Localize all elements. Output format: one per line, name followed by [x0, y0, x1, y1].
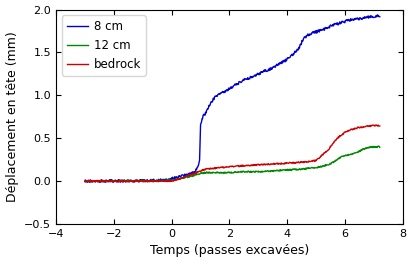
- bedrock: [377, 124, 382, 128]
- 12 cm: [159, 179, 164, 182]
- 8 cm: [135, 179, 140, 182]
- Line: bedrock: bedrock: [85, 125, 380, 182]
- bedrock: [305, 160, 310, 164]
- 8 cm: [280, 60, 285, 63]
- 12 cm: [376, 145, 381, 148]
- X-axis label: Temps (passes excavées): Temps (passes excavées): [150, 244, 309, 257]
- 8 cm: [87, 181, 92, 184]
- bedrock: [159, 179, 164, 182]
- 8 cm: [375, 13, 380, 17]
- 8 cm: [305, 34, 310, 37]
- Legend: 8 cm, 12 cm, bedrock: 8 cm, 12 cm, bedrock: [62, 16, 146, 76]
- 8 cm: [159, 179, 164, 183]
- 8 cm: [82, 180, 87, 183]
- 12 cm: [87, 180, 92, 183]
- Line: 8 cm: 8 cm: [85, 15, 380, 182]
- 12 cm: [377, 146, 382, 149]
- 12 cm: [82, 180, 87, 183]
- 12 cm: [257, 170, 262, 173]
- 12 cm: [305, 166, 310, 170]
- 8 cm: [377, 15, 382, 18]
- Line: 12 cm: 12 cm: [85, 146, 380, 182]
- bedrock: [135, 179, 140, 182]
- bedrock: [257, 164, 262, 167]
- bedrock: [370, 123, 375, 127]
- 8 cm: [216, 92, 221, 95]
- 12 cm: [135, 179, 140, 182]
- Y-axis label: Déplacement en tête (mm): Déplacement en tête (mm): [5, 31, 19, 202]
- 8 cm: [257, 73, 262, 76]
- bedrock: [280, 162, 285, 165]
- bedrock: [82, 179, 87, 182]
- bedrock: [216, 166, 221, 169]
- 12 cm: [216, 171, 221, 174]
- 12 cm: [280, 169, 285, 172]
- bedrock: [123, 180, 128, 183]
